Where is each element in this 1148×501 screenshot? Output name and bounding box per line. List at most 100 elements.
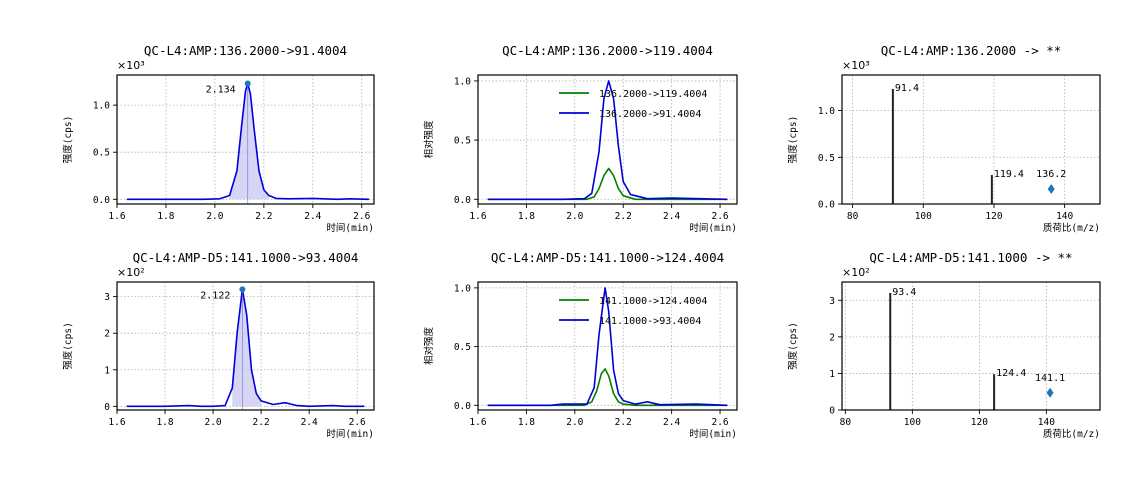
precursor-label: 136.2: [1036, 169, 1066, 180]
chart-title: QC-L4:AMP:136.2000->91.4004: [144, 43, 347, 58]
chart-title: QC-L4:AMP-D5:141.1000 -> **: [869, 250, 1072, 265]
x-tick-label: 100: [904, 417, 921, 428]
chart-panel-2: 1.6 1.8 2.0 2.2 2.4 2.6 0.0 0.5 1.0 QC-L4:AMP:136…: [423, 43, 738, 234]
x-tick-label: 100: [915, 211, 932, 222]
apex-label: 2.122: [200, 290, 230, 301]
axis-multiplier: ×10²: [842, 266, 870, 279]
x-tick-label: 1.6: [108, 211, 125, 222]
y-axis-label: 强度(cps): [62, 322, 74, 370]
x-tick-label: 1.8: [157, 211, 174, 222]
legend-entry: 141.1000->93.4004: [599, 316, 701, 327]
axes-frame: [841, 281, 1101, 411]
chart-panel-1: 1.6 1.8 2.0 2.2 2.4 2.6 0.0 0.5 1.0 2.134 QC-L4:AM…: [62, 43, 375, 234]
y-tick-label: 1.0: [454, 283, 471, 294]
y-tick-label: 2: [829, 332, 835, 343]
bar-label: 91.4: [895, 83, 919, 94]
chart-title: QC-L4:AMP:136.2000->119.4004: [502, 43, 713, 58]
x-axis-label: 时间(min): [689, 222, 737, 234]
x-axis-label: 时间(min): [689, 428, 737, 440]
y-axis-label: 相对强度: [423, 120, 435, 159]
x-tick-label: 80: [847, 211, 859, 222]
x-tick-label: 2.0: [566, 211, 583, 222]
y-tick-label: 0.5: [93, 148, 110, 159]
x-tick-label: 2.4: [663, 211, 680, 222]
series-line-2: [487, 80, 728, 201]
series-line-1: [487, 167, 728, 201]
chart-panel-4: 1.6 1.8 2.0 2.2 2.4 2.6 0 1 2 3 2.122 QC-L4:AMP-D5:…: [62, 250, 375, 440]
x-tick-label: 2.2: [615, 417, 632, 428]
y-tick-label: 0.5: [454, 342, 471, 353]
legend-entry: 136.2000->91.4004: [599, 109, 701, 120]
y-tick-label: 0.0: [818, 200, 835, 211]
x-tick-label: 2.4: [304, 211, 321, 222]
axis-multiplier: ×10³: [842, 59, 870, 72]
x-tick-label: 120: [985, 211, 1002, 222]
x-tick-label: 2.0: [566, 417, 583, 428]
x-axis-label: 质荷比(m/z): [1043, 428, 1100, 440]
y-tick-label: 2: [104, 329, 110, 340]
precursor-label: 141.1: [1035, 373, 1065, 384]
y-tick-label: 3: [829, 296, 835, 307]
y-axis-label: 强度(cps): [787, 116, 799, 164]
y-tick-label: 3: [104, 292, 110, 303]
y-tick-label: 1: [829, 369, 835, 380]
axes-frame: [116, 74, 375, 205]
axes-frame: [477, 74, 738, 205]
x-tick-label: 2.6: [711, 417, 728, 428]
axis-multiplier: ×10³: [117, 59, 145, 72]
x-tick-label: 2.6: [353, 211, 370, 222]
apex-point: [239, 286, 246, 293]
y-tick-label: 1.0: [818, 106, 835, 117]
x-tick-label: 80: [840, 417, 852, 428]
precursor-marker: [1046, 387, 1054, 398]
x-tick-label: 2.2: [253, 417, 270, 428]
x-tick-label: 140: [1056, 211, 1073, 222]
chart-panel-6: 80 100 120 140 0 1 2 3 93.4 124.4 141.1 QC-L4:AMP-D…: [787, 250, 1101, 440]
y-tick-label: 0.0: [93, 195, 110, 206]
y-tick-label: 0.5: [818, 153, 835, 164]
legend-entry: 136.2000->119.4004: [599, 89, 707, 100]
x-tick-label: 2.2: [255, 211, 272, 222]
x-axis-label: 时间(min): [326, 222, 374, 234]
bar-label: 93.4: [892, 287, 916, 298]
x-tick-label: 1.8: [518, 211, 535, 222]
y-tick-label: 0: [104, 402, 110, 413]
series-line-1: [126, 288, 365, 408]
y-axis-label: 强度(cps): [62, 116, 74, 164]
chart-title: QC-L4:AMP:136.2000 -> **: [881, 43, 1062, 58]
x-tick-label: 2.4: [663, 417, 680, 428]
y-tick-label: 0.0: [454, 195, 471, 206]
x-tick-label: 1.6: [469, 417, 486, 428]
x-tick-label: 2.0: [206, 211, 223, 222]
y-tick-label: 1.0: [93, 101, 110, 112]
x-tick-label: 1.6: [469, 211, 486, 222]
x-tick-label: 2.0: [204, 417, 221, 428]
y-tick-label: 0.5: [454, 136, 471, 147]
y-axis-label: 强度(cps): [787, 322, 799, 370]
x-axis-label: 时间(min): [326, 428, 374, 440]
axes-frame: [841, 74, 1101, 205]
bar-label: 119.4: [994, 169, 1024, 180]
y-tick-label: 0: [829, 406, 835, 417]
precursor-marker: [1047, 184, 1055, 195]
x-tick-label: 140: [1038, 417, 1055, 428]
series-line-1: [126, 82, 370, 201]
peak-area: [229, 83, 269, 200]
series-line-2: [487, 287, 728, 407]
y-tick-label: 0.0: [454, 401, 471, 412]
y-tick-label: 1: [104, 365, 110, 376]
x-tick-label: 2.6: [349, 417, 366, 428]
x-tick-label: 2.2: [615, 211, 632, 222]
x-tick-label: 1.8: [156, 417, 173, 428]
axis-multiplier: ×10²: [117, 266, 145, 279]
legend-entry: 141.1000->124.4004: [599, 296, 707, 307]
chart-panel-3: 80 100 120 140 0.0 0.5 1.0 91.4 119.4 136.2 QC-L4:…: [787, 43, 1101, 234]
y-axis-label: 相对强度: [423, 327, 435, 366]
series-line-1: [487, 368, 728, 407]
x-tick-label: 1.8: [518, 417, 535, 428]
y-tick-label: 1.0: [454, 76, 471, 87]
axes-frame: [116, 281, 375, 411]
apex-point: [244, 80, 251, 87]
chart-title: QC-L4:AMP-D5:141.1000->93.4004: [133, 250, 359, 265]
